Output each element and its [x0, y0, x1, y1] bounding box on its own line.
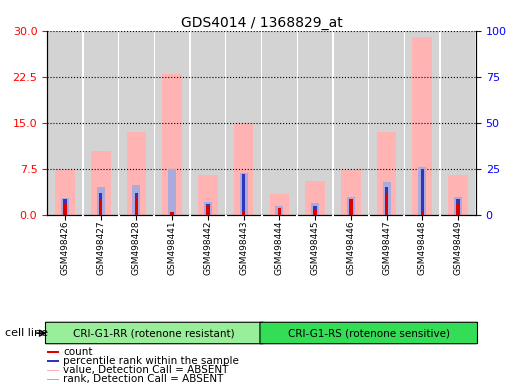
Bar	[99, 200, 103, 215]
Text: GSM498449: GSM498449	[453, 220, 462, 275]
Bar	[383, 182, 391, 215]
Bar	[413, 37, 432, 215]
Title: GDS4014 / 1368829_at: GDS4014 / 1368829_at	[180, 16, 343, 30]
Bar	[84, 31, 118, 215]
Bar	[206, 206, 210, 215]
Bar	[420, 212, 424, 215]
Bar	[305, 181, 325, 215]
Bar	[155, 31, 189, 215]
Bar	[170, 212, 174, 215]
Bar	[276, 206, 283, 215]
Text: GSM498427: GSM498427	[96, 220, 105, 275]
Bar	[262, 31, 297, 215]
Bar	[311, 203, 319, 215]
Bar	[456, 199, 460, 215]
Bar	[349, 199, 353, 215]
Bar	[313, 209, 317, 215]
Bar	[198, 175, 218, 215]
Bar	[47, 361, 59, 362]
Bar	[349, 200, 353, 215]
Bar	[456, 203, 460, 215]
Bar	[134, 193, 138, 215]
Text: CRI-G1-RS (rotenone sensitive): CRI-G1-RS (rotenone sensitive)	[288, 328, 450, 338]
Bar	[206, 204, 210, 215]
Text: GSM498443: GSM498443	[239, 220, 248, 275]
Text: rank, Detection Call = ABSENT: rank, Detection Call = ABSENT	[63, 374, 223, 384]
Bar	[134, 197, 138, 215]
Bar	[204, 202, 212, 215]
Bar	[242, 174, 245, 215]
Bar	[448, 175, 468, 215]
Bar	[99, 193, 103, 215]
Bar	[48, 31, 82, 215]
Text: GSM498428: GSM498428	[132, 220, 141, 275]
Bar	[341, 169, 361, 215]
Text: cell line: cell line	[5, 328, 48, 338]
Bar	[61, 199, 69, 215]
Text: GSM498441: GSM498441	[168, 220, 177, 275]
Bar	[441, 31, 475, 215]
Bar	[313, 206, 317, 215]
Bar	[454, 197, 462, 215]
Bar	[170, 212, 174, 215]
Bar	[278, 208, 281, 215]
Text: CRI-G1-RR (rotenone resistant): CRI-G1-RR (rotenone resistant)	[73, 328, 235, 338]
Bar	[226, 31, 261, 215]
Bar	[240, 173, 247, 215]
FancyBboxPatch shape	[46, 322, 263, 344]
Text: GSM498442: GSM498442	[203, 220, 212, 275]
Bar	[278, 209, 281, 215]
Bar	[63, 203, 67, 215]
Bar	[97, 187, 105, 215]
Bar	[234, 123, 254, 215]
Bar	[47, 379, 59, 380]
Bar	[162, 74, 182, 215]
Text: count: count	[63, 347, 93, 357]
Text: GSM498445: GSM498445	[311, 220, 320, 275]
Bar	[191, 31, 225, 215]
Bar	[132, 185, 140, 215]
Bar	[91, 151, 110, 215]
Bar	[347, 197, 355, 215]
Text: percentile rank within the sample: percentile rank within the sample	[63, 356, 239, 366]
Bar	[63, 199, 67, 215]
Bar	[269, 194, 289, 215]
Bar	[298, 31, 332, 215]
Bar	[420, 169, 424, 215]
Bar	[47, 369, 59, 371]
Bar	[127, 132, 146, 215]
Bar	[385, 187, 389, 215]
Bar	[369, 31, 404, 215]
Text: GSM498444: GSM498444	[275, 220, 284, 275]
Text: GSM498446: GSM498446	[346, 220, 355, 275]
Text: GSM498447: GSM498447	[382, 220, 391, 275]
Bar	[242, 212, 245, 215]
Bar	[385, 194, 389, 215]
Bar	[55, 169, 75, 215]
Bar	[334, 31, 368, 215]
Bar	[377, 132, 396, 215]
Bar	[405, 31, 439, 215]
Text: GSM498426: GSM498426	[61, 220, 70, 275]
Bar	[418, 167, 426, 215]
Bar	[119, 31, 154, 215]
Text: value, Detection Call = ABSENT: value, Detection Call = ABSENT	[63, 365, 229, 375]
FancyBboxPatch shape	[260, 322, 477, 344]
Text: GSM498448: GSM498448	[418, 220, 427, 275]
Bar	[47, 351, 59, 353]
Bar	[168, 169, 176, 215]
